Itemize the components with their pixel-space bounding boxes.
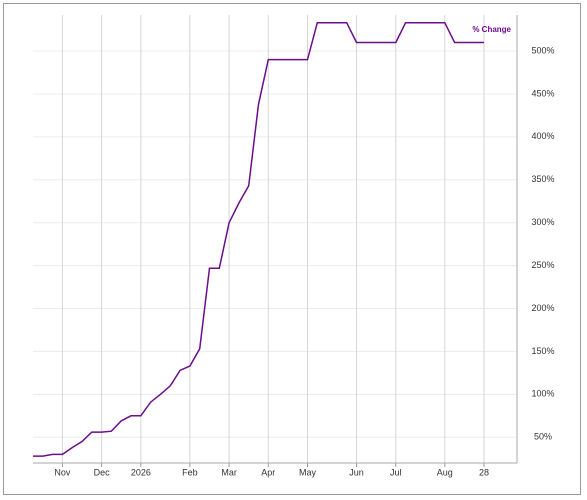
x-tick-label: May <box>299 467 317 477</box>
y-tick-label: 300% <box>531 217 554 227</box>
x-tick-label: Jul <box>390 467 402 477</box>
chart-frame <box>3 3 581 495</box>
x-tick-label: Feb <box>182 467 198 477</box>
y-tick-label: 50% <box>534 432 552 442</box>
x-tick-label: Aug <box>437 467 453 477</box>
x-tick-label: Mar <box>221 467 237 477</box>
legend-entry: % Change <box>472 25 511 34</box>
x-tick-label: Jun <box>349 467 364 477</box>
y-tick-label: 150% <box>531 346 554 356</box>
x-tick-label: Dec <box>94 467 111 477</box>
y-tick-label: 100% <box>531 389 554 399</box>
y-tick-label: 400% <box>531 131 554 141</box>
y-tick-label: 200% <box>531 303 554 313</box>
y-tick-label: 250% <box>531 260 554 270</box>
y-tick-label: 450% <box>531 88 554 98</box>
x-tick-label: 2026 <box>131 467 151 477</box>
y-tick-label: 500% <box>531 45 554 55</box>
x-tick-label: Nov <box>54 467 71 477</box>
data-line <box>33 21 484 457</box>
x-tick-label: Apr <box>261 467 275 477</box>
y-tick-label: 350% <box>531 174 554 184</box>
x-tick-label: 28 <box>479 467 489 477</box>
